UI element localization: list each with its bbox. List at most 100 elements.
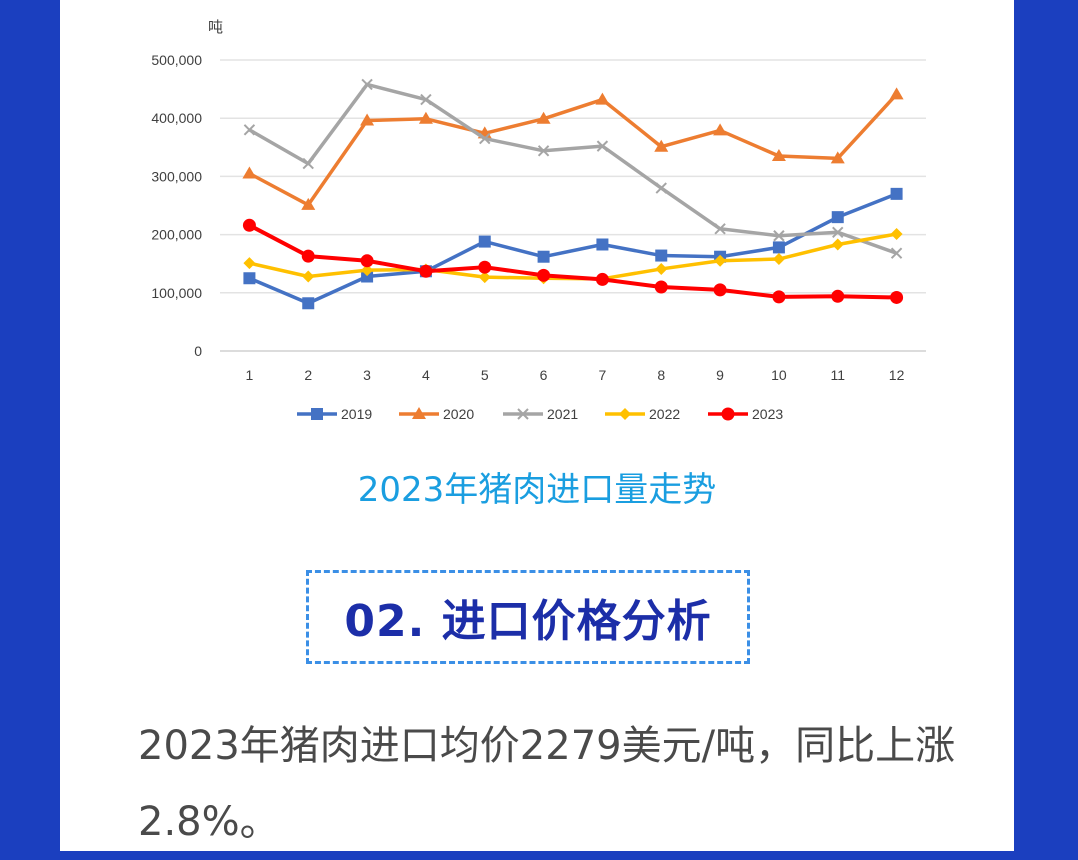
series-line-2021 bbox=[248, 82, 898, 255]
x-tick-label: 7 bbox=[599, 367, 607, 383]
y-axis-unit-label: 吨 bbox=[208, 19, 223, 36]
data-point-2019 bbox=[243, 272, 256, 285]
series-line-2023 bbox=[248, 223, 897, 300]
data-point-2023 bbox=[419, 264, 433, 278]
legend-marker bbox=[721, 407, 735, 421]
data-point-2020 bbox=[418, 111, 433, 124]
data-point-2022 bbox=[243, 257, 256, 270]
legend-item-2020: 2020 bbox=[399, 406, 474, 422]
data-point-2019 bbox=[831, 211, 844, 224]
data-point-2023 bbox=[713, 283, 727, 297]
data-point-2019 bbox=[890, 187, 903, 200]
data-point-2022 bbox=[361, 264, 374, 277]
data-point-2019 bbox=[655, 249, 668, 262]
data-point-2021 bbox=[596, 140, 609, 152]
data-point-2023 bbox=[478, 260, 492, 274]
data-point-2021 bbox=[832, 226, 844, 238]
legend-label: 2019 bbox=[341, 406, 372, 422]
data-point-2020 bbox=[654, 139, 669, 152]
data-point-2023 bbox=[537, 268, 551, 282]
data-point-2022 bbox=[714, 254, 727, 267]
content-panel: 吨 0 100,000 200,000 300,000 400,000 500,000 1 2… bbox=[60, 0, 1014, 851]
chart-caption: 2023年猪肉进口量走势 bbox=[357, 470, 717, 510]
y-tick-label: 200,000 bbox=[151, 227, 202, 243]
x-tick-label: 4 bbox=[422, 367, 430, 383]
data-point-2023 bbox=[595, 272, 609, 286]
data-point-2023 bbox=[654, 280, 668, 294]
legend-marker bbox=[619, 408, 631, 420]
x-tick-label: 10 bbox=[771, 367, 787, 383]
x-tick-label: 9 bbox=[716, 367, 724, 383]
series-line-2022 bbox=[249, 232, 897, 281]
data-point-2022 bbox=[655, 262, 668, 275]
data-point-2021 bbox=[773, 230, 785, 242]
x-tick-label: 11 bbox=[830, 367, 845, 383]
x-tick-label: 8 bbox=[657, 367, 665, 383]
series-2020 bbox=[242, 87, 904, 210]
data-point-2019 bbox=[596, 238, 609, 251]
y-tick-label: 500,000 bbox=[151, 52, 202, 68]
legend-item-2019: 2019 bbox=[297, 406, 372, 422]
series-line-2019 bbox=[248, 192, 898, 306]
data-point-2021 bbox=[302, 157, 314, 170]
data-point-2020 bbox=[889, 87, 904, 100]
y-tick-label: 100,000 bbox=[151, 285, 202, 301]
data-point-2022 bbox=[831, 238, 844, 251]
data-point-2021 bbox=[420, 93, 432, 106]
x-tick-label: 12 bbox=[889, 367, 905, 383]
data-point-2022 bbox=[302, 270, 315, 283]
legend-label: 2022 bbox=[649, 406, 680, 422]
data-point-2019 bbox=[772, 241, 785, 254]
data-point-2019 bbox=[478, 235, 491, 248]
data-point-2021 bbox=[243, 124, 256, 136]
data-point-2023 bbox=[890, 290, 904, 304]
data-point-2021 bbox=[655, 182, 667, 194]
x-tick-label: 2 bbox=[304, 367, 312, 383]
data-point-2020 bbox=[536, 111, 551, 124]
series-line-2020 bbox=[248, 93, 898, 207]
legend-label: 2023 bbox=[752, 406, 783, 422]
data-point-2021 bbox=[714, 223, 726, 235]
data-point-2021 bbox=[890, 247, 903, 259]
data-point-2020 bbox=[713, 123, 728, 136]
legend-item-2023: 2023 bbox=[708, 406, 783, 422]
data-point-2021 bbox=[479, 132, 491, 145]
legend-marker bbox=[412, 407, 426, 419]
series-2019 bbox=[243, 187, 903, 310]
legend-marker bbox=[311, 408, 323, 420]
data-point-2022 bbox=[478, 271, 491, 284]
y-tick-label: 400,000 bbox=[151, 110, 202, 126]
data-point-2020 bbox=[360, 113, 375, 126]
data-point-2020 bbox=[595, 92, 610, 105]
y-tick-label: 0 bbox=[194, 343, 202, 359]
data-point-2019 bbox=[361, 270, 374, 283]
data-point-2019 bbox=[537, 250, 550, 263]
series-2023 bbox=[242, 218, 904, 304]
data-point-2023 bbox=[242, 218, 256, 232]
series-2021 bbox=[243, 78, 903, 259]
legend-label: 2021 bbox=[547, 406, 578, 422]
data-point-2020 bbox=[301, 197, 316, 210]
data-point-2021 bbox=[537, 145, 550, 157]
section-header-box: 02. 进口价格分析 bbox=[306, 570, 750, 664]
legend-label: 2020 bbox=[443, 406, 474, 422]
x-tick-label: 6 bbox=[540, 367, 548, 383]
x-tick-label: 3 bbox=[363, 367, 371, 383]
data-point-2020 bbox=[242, 166, 257, 179]
data-point-2023 bbox=[360, 254, 374, 268]
data-point-2022 bbox=[890, 228, 903, 241]
y-tick-label: 300,000 bbox=[151, 168, 202, 184]
x-tick-label: 5 bbox=[481, 367, 489, 383]
legend-marker bbox=[517, 408, 529, 420]
legend-item-2021: 2021 bbox=[503, 406, 578, 422]
legend-item-2022: 2022 bbox=[605, 406, 680, 422]
data-point-2023 bbox=[301, 249, 315, 263]
x-tick-label: 1 bbox=[246, 367, 254, 383]
section-title: 02. 进口价格分析 bbox=[344, 596, 712, 647]
body-paragraph: 2023年猪肉进口均价2279美元/吨，同比上涨2.8%。 bbox=[138, 723, 956, 845]
data-point-2023 bbox=[831, 289, 845, 303]
data-point-2020 bbox=[830, 151, 845, 164]
data-point-2021 bbox=[361, 78, 373, 91]
data-point-2020 bbox=[771, 149, 786, 162]
